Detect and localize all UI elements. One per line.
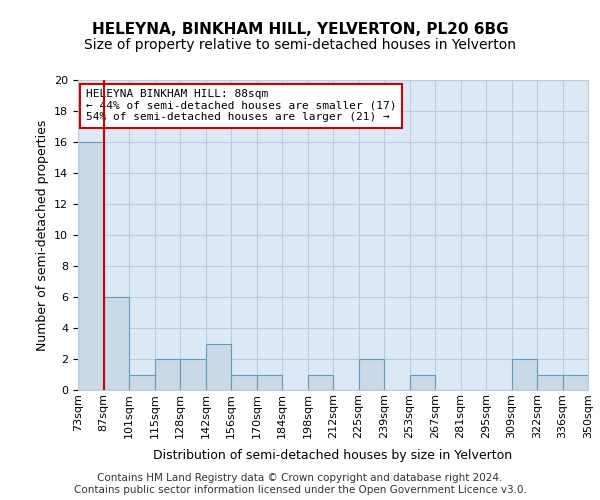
Bar xyxy=(104,297,129,390)
Bar xyxy=(257,374,282,390)
Bar xyxy=(308,374,333,390)
Bar xyxy=(359,359,384,390)
Bar xyxy=(231,374,257,390)
Bar xyxy=(563,374,588,390)
X-axis label: Distribution of semi-detached houses by size in Yelverton: Distribution of semi-detached houses by … xyxy=(154,449,512,462)
Bar xyxy=(511,359,537,390)
Bar xyxy=(537,374,563,390)
Text: Size of property relative to semi-detached houses in Yelverton: Size of property relative to semi-detach… xyxy=(84,38,516,52)
Bar xyxy=(409,374,435,390)
Y-axis label: Number of semi-detached properties: Number of semi-detached properties xyxy=(35,120,49,350)
Bar xyxy=(155,359,180,390)
Bar xyxy=(129,374,155,390)
Bar xyxy=(205,344,231,390)
Text: HELEYNA, BINKHAM HILL, YELVERTON, PL20 6BG: HELEYNA, BINKHAM HILL, YELVERTON, PL20 6… xyxy=(92,22,508,38)
Text: HELEYNA BINKHAM HILL: 88sqm
← 44% of semi-detached houses are smaller (17)
54% o: HELEYNA BINKHAM HILL: 88sqm ← 44% of sem… xyxy=(86,90,396,122)
Bar xyxy=(78,142,104,390)
Bar xyxy=(180,359,205,390)
Text: Contains HM Land Registry data © Crown copyright and database right 2024.
Contai: Contains HM Land Registry data © Crown c… xyxy=(74,474,526,495)
